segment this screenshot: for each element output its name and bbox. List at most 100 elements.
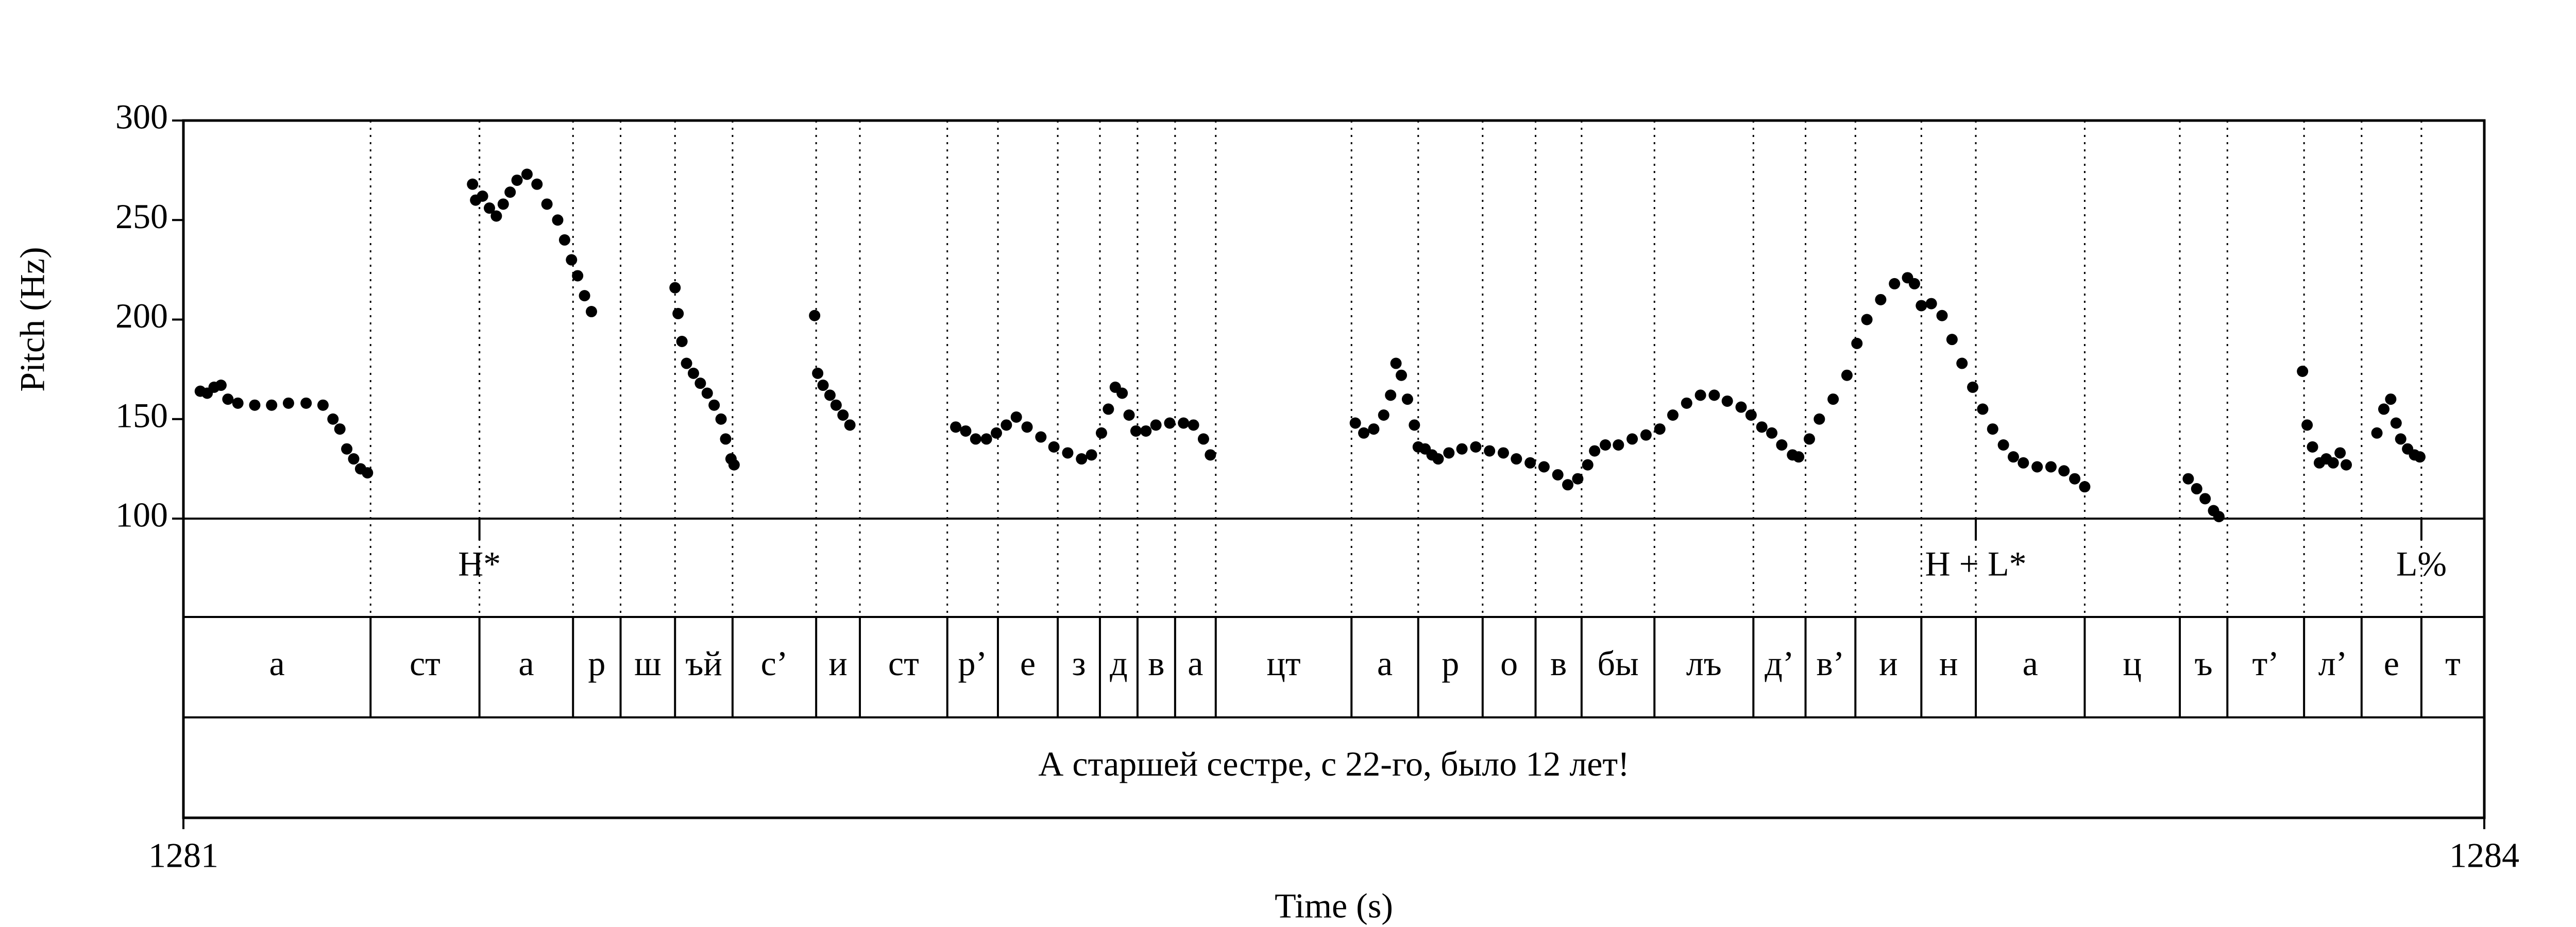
pitch-point <box>1589 445 1601 457</box>
pitch-point <box>2378 403 2389 415</box>
pitch-point <box>1654 423 1666 435</box>
pitch-point <box>1538 461 1550 473</box>
pitch-point <box>1484 445 1496 457</box>
pitch-point <box>2395 433 2406 445</box>
pitch-point <box>1946 334 1958 346</box>
pitch-point <box>1626 433 1638 445</box>
pitch-point <box>1086 449 1097 461</box>
pitch-point <box>1766 427 1778 439</box>
pitch-point <box>2191 483 2202 495</box>
pitch-point <box>1021 421 1033 433</box>
pitch-point <box>504 186 516 198</box>
pitch-point <box>1390 357 1402 369</box>
pitch-point <box>2018 457 2029 469</box>
pitch-point <box>300 397 312 409</box>
pitch-point <box>1640 429 1652 441</box>
pitch-point <box>2031 461 2043 473</box>
x-axis-title: Time (s) <box>1275 886 1393 925</box>
tone-label: H* <box>458 544 501 583</box>
pitch-point <box>552 214 564 226</box>
pitch-point <box>676 336 688 348</box>
segment-label: цт <box>1266 644 1300 683</box>
segment-label: р <box>588 644 605 683</box>
segment-label: а <box>2023 644 2038 683</box>
pitch-point <box>2007 451 2019 463</box>
pitch-point <box>1552 469 1564 480</box>
pitch-point <box>1396 369 1408 381</box>
y-tick-label: 250 <box>115 197 168 236</box>
pitch-point <box>1793 451 1805 463</box>
pitch-point <box>960 425 972 437</box>
pitch-point <box>687 367 699 379</box>
segment-label: и <box>1879 644 1897 683</box>
pitch-point <box>2213 511 2225 523</box>
pitch-point <box>708 399 720 411</box>
pitch-point <box>1116 387 1128 399</box>
segment-label: а <box>269 644 285 683</box>
pitch-point <box>1997 439 2009 451</box>
pitch-point <box>2079 481 2091 493</box>
pitch-point <box>511 174 523 186</box>
pitch-point <box>1875 294 1887 305</box>
pitch-point <box>566 254 578 266</box>
pitch-point <box>1776 439 1788 451</box>
pitch-point <box>521 168 533 180</box>
pitch-point <box>2414 451 2426 463</box>
pitch-point <box>1956 357 1968 369</box>
pitch-point <box>327 413 339 425</box>
pitch-point <box>720 433 732 445</box>
pitch-point <box>1861 314 1873 325</box>
segment-label: т’ <box>2252 644 2279 683</box>
pitch-point <box>1582 459 1594 471</box>
pitch-point <box>1103 403 1114 415</box>
segment-label: а <box>518 644 534 683</box>
pitch-point <box>2045 461 2057 473</box>
pitch-point <box>334 423 346 435</box>
pitch-point <box>681 357 692 369</box>
y-tick-label: 200 <box>115 296 168 335</box>
pitch-point <box>282 397 294 409</box>
pitch-point <box>817 380 829 391</box>
pitch-point <box>467 178 479 190</box>
pitch-point <box>1035 431 1047 443</box>
pitch-point <box>1562 479 1574 491</box>
segment-label: в’ <box>1817 644 1845 683</box>
pitch-point <box>341 443 353 455</box>
segment-label: ц <box>2123 644 2142 683</box>
tone-label: H + L* <box>1925 544 2027 583</box>
pitch-point <box>2069 473 2081 485</box>
pitch-point <box>1076 453 1088 465</box>
pitch-point <box>1936 310 1948 321</box>
segment-label: лъ <box>1686 644 1722 683</box>
y-tick-label: 150 <box>115 396 168 435</box>
frame <box>182 119 2486 819</box>
pitch-point <box>1178 417 1190 429</box>
pitch-point <box>1197 433 1209 445</box>
y-tick-label: 100 <box>115 495 168 535</box>
pitch-point <box>1841 369 1853 381</box>
segment-label: з <box>1072 644 1086 683</box>
pitch-point <box>1977 403 1989 415</box>
pitch-point <box>1987 423 1998 435</box>
pitch-point <box>1756 421 1768 433</box>
segment-label: ст <box>888 644 919 683</box>
pitch-point <box>1572 473 1584 485</box>
pitch-point <box>1150 419 1162 431</box>
pitch-point <box>1827 393 1839 405</box>
pitch-point <box>694 377 706 389</box>
x-tick-label: 1284 <box>2449 836 2519 875</box>
pitch-point <box>1062 447 1074 459</box>
pitch-point <box>1048 441 1060 453</box>
sentence-label: А старшей сестре, с 22-го, было 12 лет! <box>1038 744 1629 783</box>
pitch-point <box>1385 389 1397 401</box>
pitch-point <box>1599 439 1611 451</box>
pitch-point <box>483 202 495 214</box>
pitch-point <box>1358 427 1370 439</box>
y-tick-label: 300 <box>115 97 168 136</box>
pitch-point <box>2371 427 2383 439</box>
pitch-point <box>1368 423 1380 435</box>
pitch-point <box>2390 417 2402 429</box>
pitch-point <box>1708 389 1720 401</box>
pitch-point <box>837 409 849 421</box>
pitch-point <box>672 307 684 319</box>
